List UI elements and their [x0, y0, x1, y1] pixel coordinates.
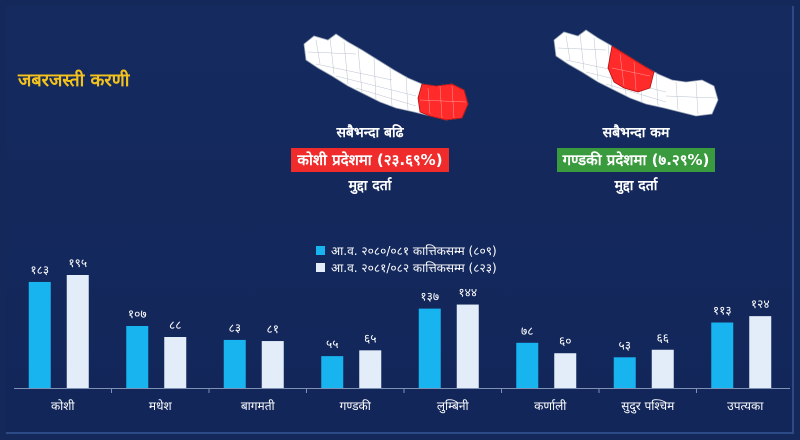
- data-label: ६५: [364, 331, 376, 345]
- koshi-highlight: [417, 83, 469, 121]
- data-label: ६६: [657, 331, 669, 345]
- highest-label: सबैभन्दा बढि: [336, 125, 404, 141]
- bar-series2: [164, 337, 187, 388]
- page-title: जबरजस्ती करणी: [18, 70, 130, 91]
- bar-series1: [418, 308, 441, 388]
- bar-series2: [66, 275, 89, 388]
- lowest-badge: गण्डकी प्रदेशमा (७.२९%): [556, 148, 716, 172]
- data-label: ८१: [267, 322, 279, 336]
- data-label: ५५: [326, 337, 338, 351]
- legend-item-series1: आ.व. २०८०/०८१ कात्तिकसम्म (८०९): [316, 242, 497, 259]
- category-label: गण्डकी: [340, 399, 372, 413]
- legend-swatch-series2: [316, 263, 325, 272]
- bar-series1: [613, 357, 636, 388]
- category-label: कोशी: [51, 399, 75, 413]
- lowest-caption: मुद्दा दर्ता: [614, 178, 658, 194]
- data-label: ७८: [521, 324, 533, 338]
- data-label: १४४: [458, 286, 477, 300]
- bar-series1: [516, 342, 539, 388]
- data-label: ६०: [559, 334, 571, 348]
- data-label: ५३: [619, 338, 631, 352]
- data-label: १८३: [30, 263, 49, 277]
- data-label: १३७: [420, 290, 439, 304]
- legend-label-series1: आ.व. २०८०/०८१ कात्तिकसम्म (८०९): [331, 244, 497, 258]
- highest-caption: मुद्दा दर्ता: [348, 178, 392, 194]
- category-label: कर्णाली: [534, 399, 567, 413]
- bar-series2: [554, 353, 577, 388]
- data-label: ११३: [713, 304, 732, 318]
- category-label: बागमती: [241, 399, 276, 413]
- gandaki-highlight: [607, 45, 655, 93]
- data-label: १२४: [751, 297, 770, 311]
- category-label: सुदुर पश्चिम: [621, 399, 675, 414]
- bar-series1: [126, 325, 149, 388]
- data-label: ८८: [169, 318, 181, 332]
- bar-series1: [321, 356, 344, 388]
- highest-badge: कोशी प्रदेशमा (२३.६९%): [291, 148, 449, 172]
- category-label: लुम्बिनी: [437, 399, 470, 414]
- bar-series2: [359, 350, 382, 388]
- data-label: ८३: [229, 321, 241, 335]
- bar-series2: [749, 316, 772, 388]
- category-label: उपत्यका: [727, 399, 764, 413]
- bar-series1: [28, 281, 51, 388]
- chart-legend: आ.व. २०८०/०८१ कात्तिकसम्म (८०९) आ.व. २०८…: [316, 242, 800, 276]
- highest-callout: सबैभन्दा बढि कोशी प्रदेशमा (२३.६९%) मुद्…: [260, 122, 480, 195]
- bar-series2: [651, 349, 674, 388]
- nepal-map-gandaki: [546, 26, 726, 126]
- category-label: मधेश: [149, 399, 173, 413]
- legend-label-series2: आ.व. २०८१/०८२ कात्तिकसम्म (८२३): [331, 261, 497, 275]
- data-label: १०७: [128, 307, 147, 321]
- data-label: १९५: [68, 256, 87, 270]
- bar-series1: [711, 322, 734, 388]
- bar-series2: [456, 304, 479, 388]
- bar-series2: [261, 341, 284, 388]
- legend-item-series2: आ.व. २०८१/०८२ कात्तिकसम्म (८२३): [316, 259, 497, 276]
- bar-series1: [223, 339, 246, 388]
- nepal-map-koshi: [296, 30, 476, 130]
- legend-swatch-series1: [316, 246, 325, 255]
- lowest-callout: सबैभन्दा कम गण्डकी प्रदेशमा (७.२९%) मुद्…: [526, 122, 746, 195]
- lowest-label: सबैभन्दा कम: [602, 125, 670, 141]
